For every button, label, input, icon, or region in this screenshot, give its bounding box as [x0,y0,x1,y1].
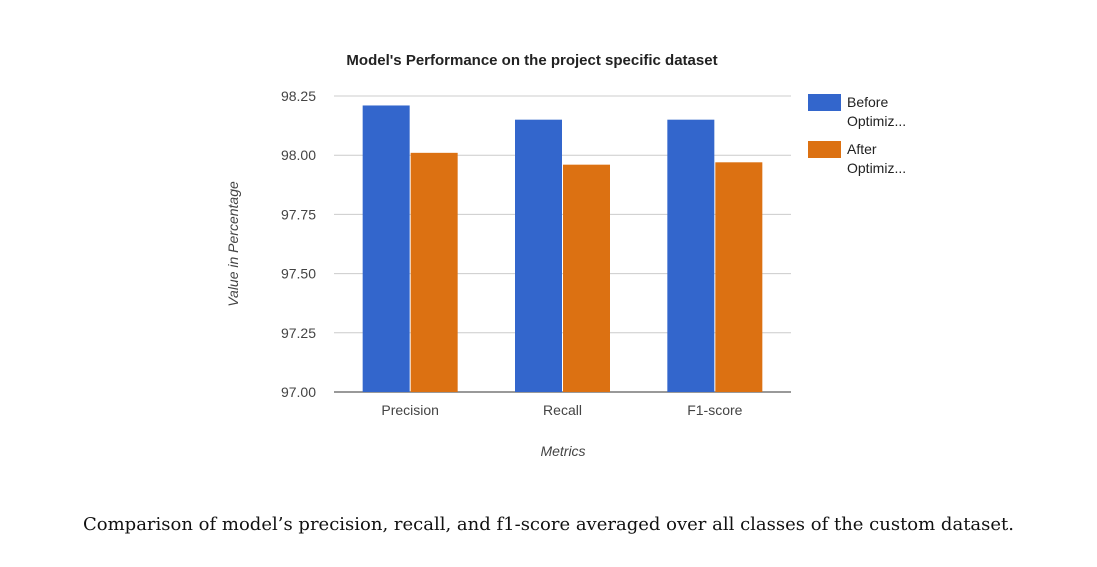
y-tick-label: 98.25 [281,88,316,104]
legend-label: Optimiz... [847,160,906,176]
y-axis-label: Value in Percentage [225,181,241,307]
legend-swatch-before [808,94,841,111]
bar-before-f1-score [667,119,715,393]
y-tick-label: 98.00 [281,147,316,163]
bar-after-f1-score [715,162,763,392]
x-tick-label: F1-score [687,402,742,418]
bar-chart: Model's Performance on the project speci… [225,52,906,459]
y-tick-label: 97.75 [281,206,316,222]
legend-label: Optimiz... [847,113,906,129]
legend-label: Before [847,94,888,110]
bar-after-recall [563,164,610,392]
x-axis-label: Metrics [540,443,585,459]
y-tick-label: 97.50 [281,266,316,282]
x-tick-label: Precision [381,402,439,418]
x-tick-label: Recall [543,402,582,418]
x-axis-ticks: Precision Recall F1-score [381,402,742,418]
y-tick-label: 97.25 [281,325,316,341]
bar-before-recall [515,119,562,393]
chart-title: Model's Performance on the project speci… [346,52,717,69]
legend: Before Optimiz... After Optimiz... [808,94,906,176]
y-axis-ticks: 97.00 97.25 97.50 97.75 98.00 98.25 [281,88,316,400]
bar-before-precision [362,105,410,393]
bar-after-precision [410,152,458,392]
legend-swatch-after [808,141,841,158]
bars [362,105,763,393]
figure-caption: Comparison of model’s precision, recall,… [83,514,1014,535]
y-tick-label: 97.00 [281,384,316,400]
legend-label: After [847,141,877,157]
gridlines [334,95,791,393]
